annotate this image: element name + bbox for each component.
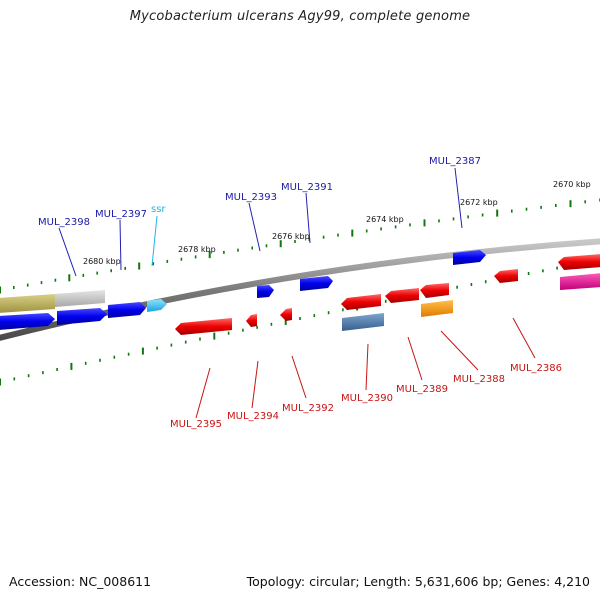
leader-mul-2392 — [291, 355, 307, 399]
gene-pink-edge[interactable] — [560, 273, 600, 290]
gene-ssr[interactable] — [147, 299, 167, 312]
kbp-2674: 2674 kbp — [366, 215, 404, 224]
leader-mul-2389 — [407, 336, 423, 381]
forward-gene-labels: MUL_2398 MUL_2397 ssr MUL_2393 MUL_2391 … — [38, 156, 481, 277]
label-mul-2397[interactable]: MUL_2397 — [95, 209, 147, 220]
gene-mul-2392[interactable] — [280, 308, 292, 321]
leader-mul-2390 — [365, 343, 369, 391]
kbp-2680: 2680 kbp — [83, 257, 121, 266]
leader-mul-2388 — [440, 330, 479, 371]
gene-mul-2389[interactable] — [385, 288, 419, 303]
gene-mul-2391[interactable] — [300, 276, 333, 291]
genome-summary-text: Topology: circular; Length: 5,631,606 bp… — [246, 574, 590, 589]
gene-mul-2386[interactable] — [494, 269, 518, 283]
label-mul-2394[interactable]: MUL_2394 — [227, 411, 279, 422]
kbp-2670: 2670 kbp — [553, 180, 591, 189]
gene-olive[interactable] — [0, 294, 55, 313]
leader-mul-2387 — [454, 167, 463, 229]
reverse-gene-labels: MUL_2395 MUL_2394 MUL_2392 MUL_2390 MUL_… — [170, 317, 562, 430]
gene-grey[interactable] — [55, 290, 105, 307]
gene-mul-2396[interactable] — [108, 302, 146, 318]
label-mul-2392[interactable]: MUL_2392 — [282, 403, 334, 414]
leader-mul-2398 — [58, 227, 77, 277]
label-mul-2390[interactable]: MUL_2390 — [341, 393, 393, 404]
label-mul-2398[interactable]: MUL_2398 — [38, 217, 90, 228]
label-mul-2387[interactable]: MUL_2387 — [429, 156, 481, 167]
gene-mul-2390[interactable] — [341, 294, 381, 310]
gene-steel[interactable] — [342, 313, 384, 331]
reverse-genes — [175, 254, 600, 335]
leader-mul-2393 — [248, 202, 261, 252]
leader-ssr — [151, 215, 158, 267]
leader-mul-2391 — [305, 192, 311, 244]
kbp-2676: 2676 kbp — [272, 232, 310, 241]
scale-labels: 2680 kbp 2678 kbp 2676 kbp 2674 kbp 2672… — [83, 180, 591, 266]
label-mul-2386[interactable]: MUL_2386 — [510, 363, 562, 374]
leader-mul-2394 — [251, 360, 259, 409]
label-mul-2395[interactable]: MUL_2395 — [170, 419, 222, 430]
forward-genes — [0, 250, 486, 330]
kbp-2678: 2678 kbp — [178, 245, 216, 254]
leader-mul-2386 — [512, 317, 536, 359]
leader-mul-2395 — [195, 367, 211, 419]
label-mul-2393[interactable]: MUL_2393 — [225, 192, 277, 203]
gene-mul-2394[interactable] — [246, 314, 257, 327]
label-ssr[interactable]: ssr — [151, 204, 166, 215]
label-mul-2389[interactable]: MUL_2389 — [396, 384, 448, 395]
gene-mul-2395[interactable] — [175, 318, 232, 335]
label-mul-2391[interactable]: MUL_2391 — [281, 182, 333, 193]
gene-red-edge[interactable] — [558, 254, 600, 270]
leader-mul-2397 — [119, 219, 122, 271]
gene-mul-2398[interactable] — [0, 313, 55, 330]
gene-mul-2397-region[interactable] — [57, 308, 107, 325]
kbp-2672: 2672 kbp — [460, 198, 498, 207]
map-title: Mycobacterium ulcerans Agy99, complete g… — [129, 9, 471, 24]
accession-text: Accession: NC_008611 — [9, 574, 152, 589]
gene-orange[interactable] — [421, 300, 453, 317]
gene-mul-2387[interactable] — [453, 250, 486, 265]
gene-mul-2393[interactable] — [257, 285, 274, 298]
label-mul-2388[interactable]: MUL_2388 — [453, 374, 505, 385]
gene-mul-2388[interactable] — [420, 283, 449, 298]
